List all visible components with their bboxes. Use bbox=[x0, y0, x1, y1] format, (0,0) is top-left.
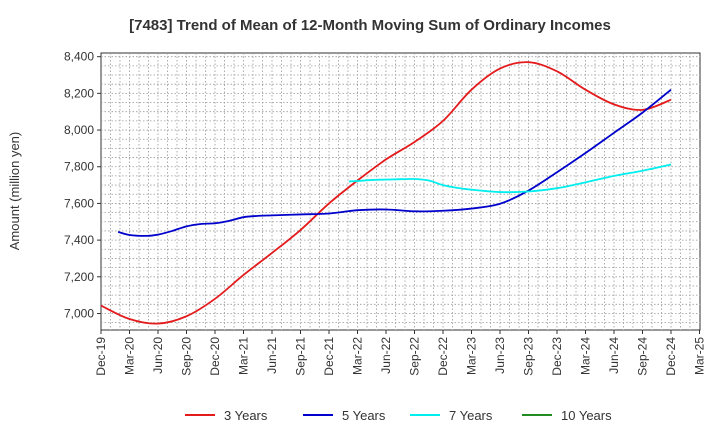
x-tick-label: Mar-20 bbox=[123, 337, 137, 375]
legend-label: 10 Years bbox=[561, 408, 612, 423]
legend-label: 3 Years bbox=[224, 408, 268, 423]
legend-item-3-years: 3 Years bbox=[185, 408, 268, 423]
legend-label: 5 Years bbox=[342, 408, 386, 423]
legend-item-7-years: 7 Years bbox=[410, 408, 493, 423]
plot-area bbox=[100, 52, 701, 331]
x-tick-label: Sep-20 bbox=[180, 337, 194, 376]
x-tick-label: Dec-20 bbox=[208, 337, 222, 376]
y-axis-label: Amount (million yen) bbox=[7, 132, 22, 251]
x-tick-label: Jun-22 bbox=[379, 337, 393, 374]
x-tick-label: Sep-22 bbox=[408, 337, 422, 376]
x-tick-label: Dec-24 bbox=[664, 337, 678, 376]
chart-title: [7483] Trend of Mean of 12-Month Moving … bbox=[129, 17, 611, 34]
series-line-7-years bbox=[348, 163, 672, 194]
y-tick-label: 7,600 bbox=[64, 196, 94, 210]
y-tick-label: 8,200 bbox=[64, 86, 94, 100]
x-tick-label: Dec-22 bbox=[436, 337, 450, 376]
x-axis-ticks: Dec-19 Mar-20 Jun-20 Sep-20 Dec-20 Mar-21 Jun-… bbox=[94, 330, 707, 376]
x-tick-label: Dec-21 bbox=[322, 337, 336, 376]
x-tick-label: Jun-24 bbox=[607, 337, 621, 374]
series-line-5-years bbox=[117, 88, 672, 237]
x-tick-label: Mar-21 bbox=[237, 337, 251, 375]
x-tick-label: Mar-24 bbox=[579, 337, 593, 375]
y-axis-ticks: 7,000 7,200 7,400 7,600 7,800 8,000 8,200 8,400 bbox=[64, 50, 101, 320]
x-tick-label: Jun-21 bbox=[265, 337, 279, 374]
legend-item-10-years: 10 Years bbox=[522, 408, 612, 423]
x-tick-label: Sep-23 bbox=[522, 337, 536, 376]
y-tick-label: 7,800 bbox=[64, 160, 94, 174]
x-tick-label: Mar-25 bbox=[693, 337, 707, 375]
series-line-3-years bbox=[100, 61, 672, 325]
x-tick-label: Mar-22 bbox=[351, 337, 365, 375]
y-tick-label: 8,400 bbox=[64, 50, 94, 64]
y-tick-label: 8,000 bbox=[64, 123, 94, 137]
x-tick-label: Sep-24 bbox=[636, 337, 650, 376]
x-tick-label: Jun-23 bbox=[493, 337, 507, 374]
legend: 3 Years 5 Years 7 Years 10 Years bbox=[185, 408, 612, 423]
x-tick-label: Jun-20 bbox=[151, 337, 165, 374]
y-tick-label: 7,400 bbox=[64, 233, 94, 247]
legend-label: 7 Years bbox=[449, 408, 493, 423]
y-tick-label: 7,000 bbox=[64, 306, 94, 320]
series-lines bbox=[100, 61, 672, 325]
x-tick-label: Dec-19 bbox=[94, 337, 108, 376]
x-tick-label: Mar-23 bbox=[465, 337, 479, 375]
legend-item-5-years: 5 Years bbox=[303, 408, 386, 423]
x-tick-label: Dec-23 bbox=[550, 337, 564, 376]
x-tick-label: Sep-21 bbox=[294, 337, 308, 376]
y-tick-label: 7,200 bbox=[64, 270, 94, 284]
